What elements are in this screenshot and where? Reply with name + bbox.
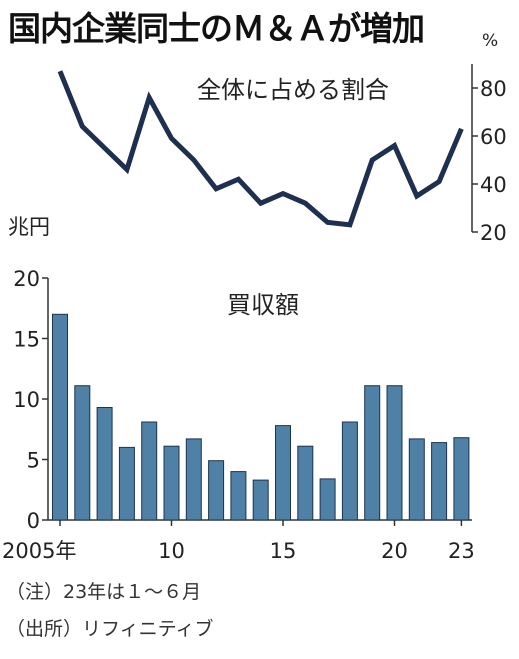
bar-x-tick-label: 10 [158, 539, 185, 563]
bar [141, 421, 158, 521]
bar [319, 478, 336, 521]
bar [230, 471, 247, 521]
bar [297, 445, 314, 521]
bar-y-tick-label: 0 [27, 509, 40, 533]
bar [208, 460, 225, 521]
bar [453, 437, 470, 521]
line-y-tick-label: 80 [480, 77, 507, 101]
bar-x-tick-label: 23 [448, 539, 475, 563]
chart-title: 国内企業同士のＭ＆Ａが増加 [8, 9, 425, 48]
bar [408, 438, 425, 521]
line-series-label: 全体に占める割合 [197, 76, 389, 104]
bar-y-tick-label: 10 [13, 388, 40, 412]
bar [118, 446, 135, 521]
bar [275, 425, 291, 521]
bar-y-tick-label: 5 [27, 449, 40, 473]
bar [96, 407, 113, 521]
bar-series-label: 買収額 [227, 291, 299, 319]
bar-y-tick-label: 20 [13, 267, 40, 291]
bar-x-tick-label: 20 [381, 539, 408, 563]
line-y-tick-label: 20 [480, 221, 507, 245]
bar [74, 385, 91, 521]
bar-y-tick-label: 15 [13, 328, 40, 352]
bar-unit-label: 兆円 [8, 215, 50, 239]
bar [386, 385, 403, 521]
bar [364, 385, 381, 521]
bar [185, 438, 202, 521]
line-unit-label: % [482, 31, 498, 51]
line-y-tick-label: 60 [480, 125, 507, 149]
bar [341, 421, 358, 521]
bar [252, 479, 269, 521]
bar [431, 442, 448, 521]
bar-x-tick-label: 15 [270, 539, 297, 563]
chart-note: （注）23年は１～６月 [6, 581, 202, 603]
bar-x-tick-label: 2005年 [2, 539, 76, 563]
bar [52, 313, 68, 521]
chart-source: （出所）リフィニティブ [6, 618, 214, 640]
line-y-tick-label: 40 [480, 173, 507, 197]
bar [163, 445, 180, 521]
